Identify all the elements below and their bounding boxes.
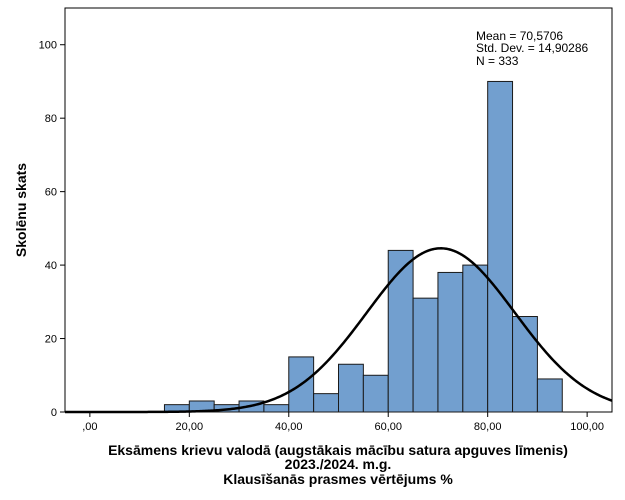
stats-n: N = 333	[476, 54, 519, 68]
y-tick-label-0: 0	[51, 407, 57, 419]
x-tick-label-20: 20,00	[176, 421, 204, 433]
x-axis-title-line-3: Klausīšanās prasmes vērtējums %	[223, 471, 453, 487]
histogram-bar-4	[263, 404, 290, 413]
histogram-bar-11	[437, 271, 464, 413]
y-axis-ticks: 0 20 40 60 80 100	[39, 40, 65, 419]
y-tick-label-100: 100	[39, 40, 57, 52]
histogram-bars	[163, 80, 563, 413]
histogram-bar-13	[487, 80, 514, 413]
x-axis-title-line-2: 2023./2024. m.g.	[285, 456, 392, 472]
y-tick-label-80: 80	[45, 113, 57, 125]
histogram-bar-9	[387, 249, 414, 413]
x-tick-label-80: 80,00	[474, 421, 502, 433]
histogram-bar-12	[462, 264, 489, 413]
x-axis-ticks: ,00 20,00 40,00 60,00 80,00 100,00	[82, 412, 604, 433]
histogram-bar-14	[512, 316, 538, 413]
histogram-bar-7	[338, 363, 364, 413]
x-tick-label-40: 40,00	[275, 421, 303, 433]
normal-curve	[65, 247, 613, 414]
stats-mean: Mean = 70,5706	[476, 29, 563, 43]
histogram-bar-15	[536, 378, 563, 413]
x-axis-title-line-1: Eksāmens krievu valodā (augstākais mācīb…	[108, 442, 568, 458]
y-tick-label-60: 60	[45, 187, 57, 199]
histogram-bar-5	[288, 356, 315, 413]
histogram-bar-6	[313, 393, 340, 413]
y-axis-title: Skolēnu skats	[13, 163, 29, 257]
histogram-bar-8	[362, 374, 389, 413]
stats-std-dev: Std. Dev. = 14,90286	[476, 41, 589, 55]
y-tick-label-40: 40	[45, 260, 57, 272]
x-tick-label-60: 60,00	[374, 421, 402, 433]
y-tick-label-20: 20	[45, 334, 57, 346]
histogram-bar-10	[412, 297, 439, 413]
x-tick-label-0: ,00	[82, 421, 97, 433]
x-tick-label-100: 100,00	[570, 421, 604, 433]
